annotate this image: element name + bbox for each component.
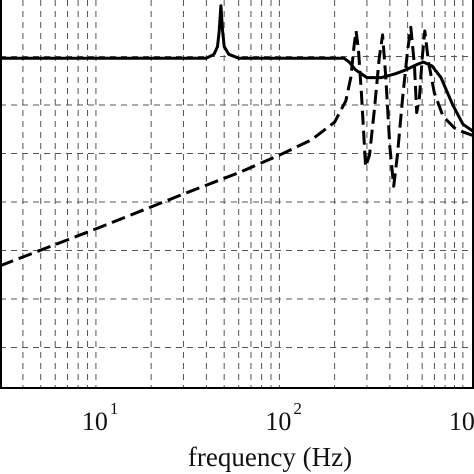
tick-labels: 10 1 10 2 10: [82, 399, 474, 436]
x-tick-label: 10: [449, 407, 474, 436]
grid-lines: [0, 0, 474, 388]
series-layer: [0, 4, 474, 268]
x-axis-label: frequency (Hz): [188, 442, 352, 472]
series-line-solid: [0, 4, 474, 134]
x-tick-label: 10 2: [265, 399, 302, 436]
plot-frame: [0, 0, 474, 389]
x-tick-exponent: 2: [293, 399, 302, 418]
x-tick-label: 10 1: [82, 399, 119, 436]
x-tick-base: 10: [82, 407, 108, 436]
x-tick-base: 10: [449, 407, 474, 436]
x-tick-exponent: 1: [110, 399, 119, 418]
x-tick-base: 10: [265, 407, 291, 436]
series-line-dashed: [0, 25, 474, 268]
